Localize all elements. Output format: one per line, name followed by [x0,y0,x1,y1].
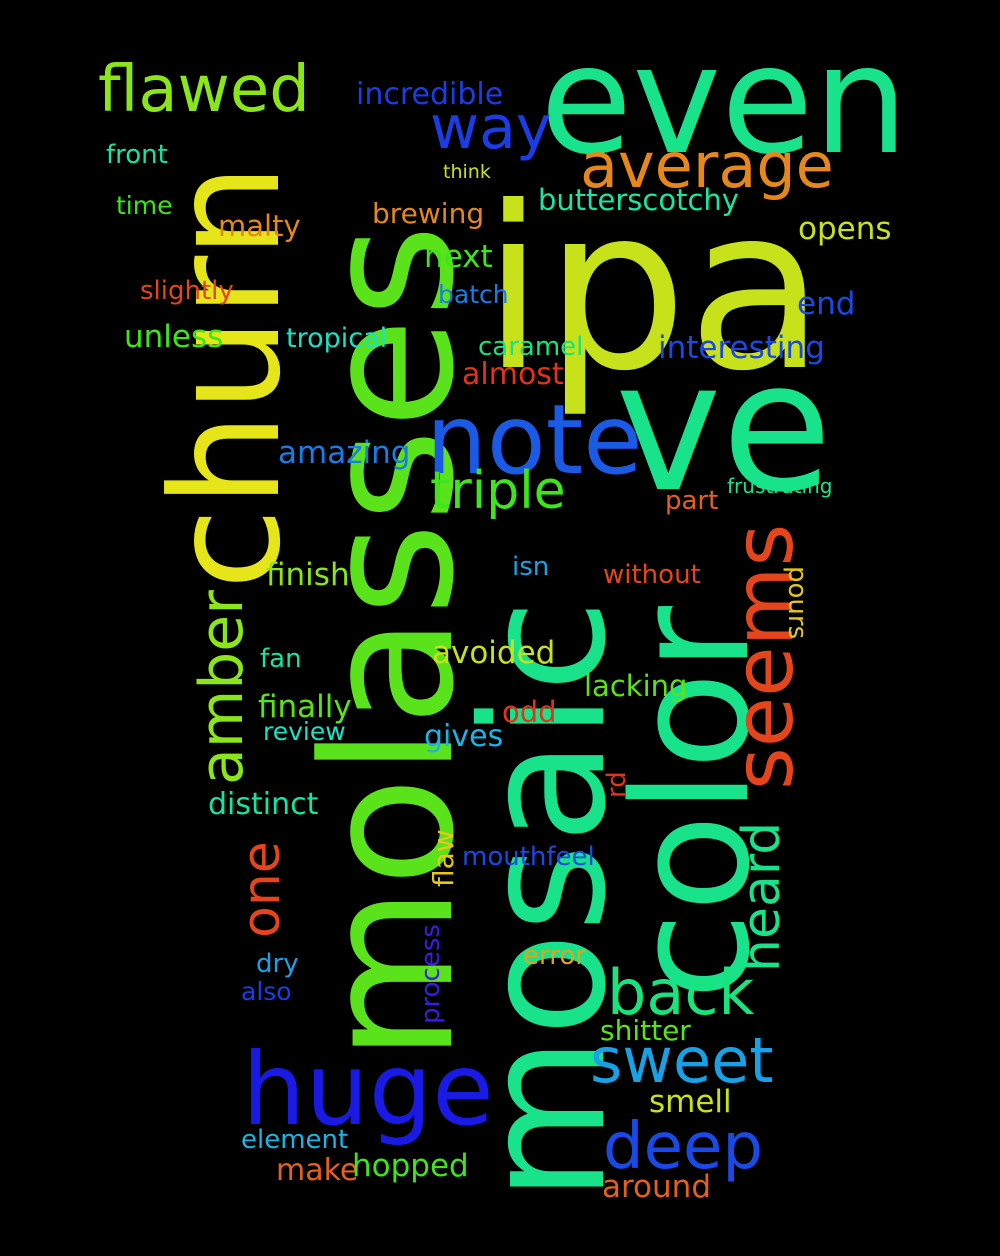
word-element: element [241,1125,349,1155]
word-tropical: tropical [286,323,388,354]
word-smell: smell [649,1084,732,1120]
word-gives: gives [424,719,504,754]
word-opens: opens [798,211,892,247]
word-brewing: brewing [372,197,485,230]
word-shitter: shitter [600,1014,691,1047]
word-fan: fan [260,644,302,674]
word-rd: rd [602,771,632,798]
word-finally: finally [258,689,352,725]
word-hopped: hopped [352,1148,469,1184]
word-avoided: avoided [432,635,556,671]
word-end: end [797,286,856,322]
word-frustrating: frustrating [727,474,833,498]
word-even: even [540,14,909,188]
word-heard: heard [732,821,792,972]
word-flawed: flawed [98,53,310,127]
word-isn: isn [512,552,550,582]
word-make: make [276,1153,359,1188]
word-average: average [580,129,834,202]
word-almost: almost [462,357,564,392]
word-amber: amber [187,590,257,785]
word-ve: ve [615,323,833,532]
word-error: error [523,941,586,971]
word-interesting: interesting [658,330,825,366]
word-without: without [603,560,701,590]
word-malty: malty [218,209,301,243]
word-triple: triple [430,461,566,521]
word-finish: finish [266,557,350,593]
word-caramel: caramel [478,332,584,362]
word-pours: pours [782,566,812,640]
word-around: around [602,1169,711,1205]
word-note: note [426,384,643,496]
word-huge: huge [242,1031,494,1148]
word-seems: seems [717,523,812,790]
word-back: back [607,956,755,1029]
word-process: process [416,924,446,1024]
word-review: review [263,717,346,746]
word-time: time [116,191,173,220]
word-amazing: amazing [278,435,411,471]
word-deep: deep [603,1110,763,1184]
word-also: also [241,977,292,1006]
word-mouthfeel: mouthfeel [462,842,595,872]
word-next: next [424,239,493,275]
word-think: think [443,161,491,183]
word-slightly: slightly [140,276,234,306]
word-batch: batch [438,280,509,309]
word-ipa: ipa [482,159,826,421]
word-butterscotchy: butterscotchy [538,183,739,217]
word-way: way [430,93,552,163]
word-one: one [232,841,292,938]
word-odd: odd [502,695,557,729]
word-lacking: lacking [584,669,688,703]
word-dry: dry [256,949,299,979]
word-incredible: incredible [356,77,504,112]
word-flaw: flaw [427,829,460,887]
word-distinct: distinct [208,787,319,822]
word-unless: unless [124,319,224,355]
word-front: front [106,140,168,170]
word-part: part [665,486,719,516]
word-sweet: sweet [590,1024,774,1097]
